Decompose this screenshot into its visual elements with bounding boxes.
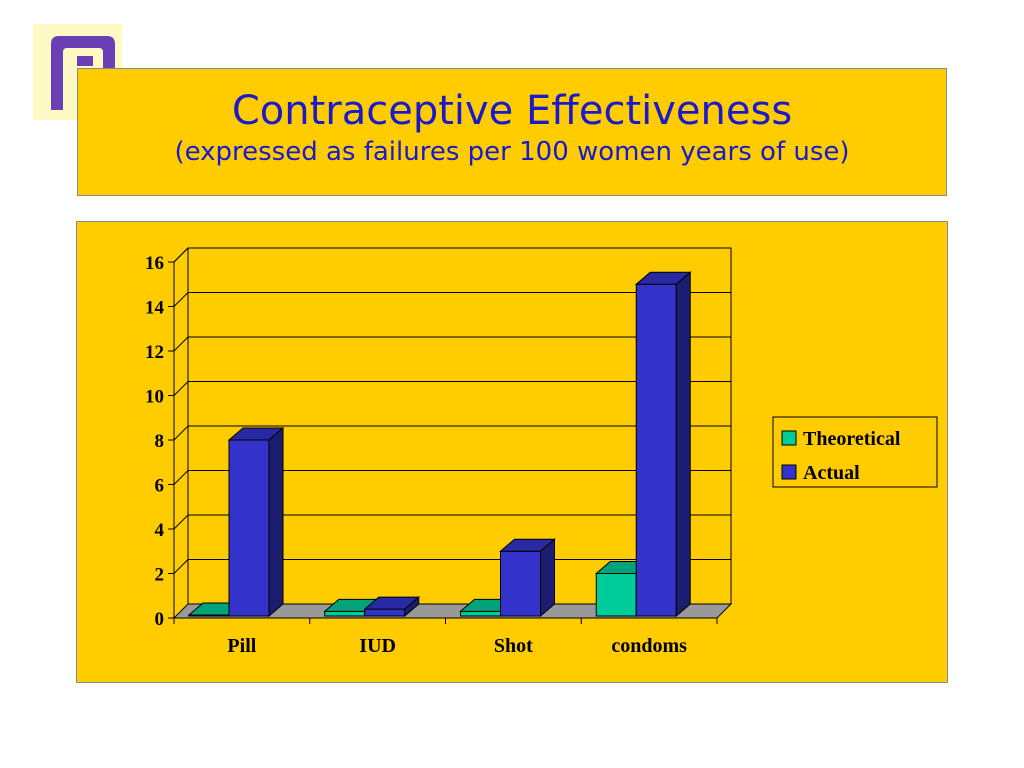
- bar-front: [635, 283, 677, 617]
- gridline-side: [173, 514, 189, 530]
- bar-front: [595, 573, 637, 617]
- bar-side: [404, 596, 420, 618]
- y-tick-label: 0: [155, 609, 165, 630]
- slide-subtitle: (expressed as failures per 100 women yea…: [174, 137, 850, 167]
- y-tick-label: 16: [145, 253, 164, 274]
- bar-side: [268, 426, 284, 618]
- y-tick-label: 8: [155, 431, 165, 452]
- slide-title: Contraceptive Effectiveness: [231, 88, 793, 134]
- bar-actual-iud: [363, 596, 421, 618]
- bar-actual-pill: [227, 426, 285, 618]
- gridline-side: [173, 381, 189, 396]
- legend-swatch-theoretical: [781, 430, 797, 446]
- x-tick-label: Pill: [227, 635, 256, 657]
- x-tick-label: IUD: [359, 635, 396, 657]
- bar-actual-condoms: [634, 271, 692, 618]
- y-tick-label: 4: [155, 520, 165, 541]
- y-tick-label: 6: [155, 476, 165, 497]
- legend-swatch-actual: [781, 464, 797, 480]
- gridline-side: [173, 336, 189, 352]
- bar-front: [324, 610, 366, 617]
- gridline-side: [173, 425, 189, 441]
- bar-front: [500, 550, 541, 617]
- title-panel: Contraceptive Effectiveness (expressed a…: [77, 68, 947, 196]
- y-tick-label: 10: [145, 387, 164, 408]
- legend-label-actual: Actual: [803, 462, 860, 484]
- bar-front: [364, 608, 406, 617]
- legend-label-theoretical: Theoretical: [803, 428, 901, 450]
- gridline-side: [173, 470, 189, 485]
- x-tick-label: Shot: [494, 635, 533, 657]
- y-tick-label: 12: [145, 342, 164, 363]
- bar-side: [675, 271, 691, 618]
- gridline-side: [173, 292, 189, 307]
- bar-actual-shot: [499, 538, 556, 618]
- side-wall-edge: [173, 247, 189, 263]
- bar-side: [540, 538, 555, 618]
- y-tick-label: 2: [155, 565, 165, 586]
- x-tick-label: condoms: [611, 635, 687, 657]
- bar-chart: 0 2 4 6 8 10 12 14 16 Pill IUD Shot condoms Theoretic…: [145, 247, 938, 657]
- gridline-side: [173, 559, 189, 574]
- bar-front: [460, 610, 501, 617]
- bar-front: [228, 439, 270, 617]
- y-tick-label: 14: [145, 298, 165, 319]
- chart-legend: [772, 416, 938, 488]
- chart-panel: 0 2 4 6 8 10 12 14 16 Pill IUD Shot condoms Theoretic…: [76, 221, 948, 683]
